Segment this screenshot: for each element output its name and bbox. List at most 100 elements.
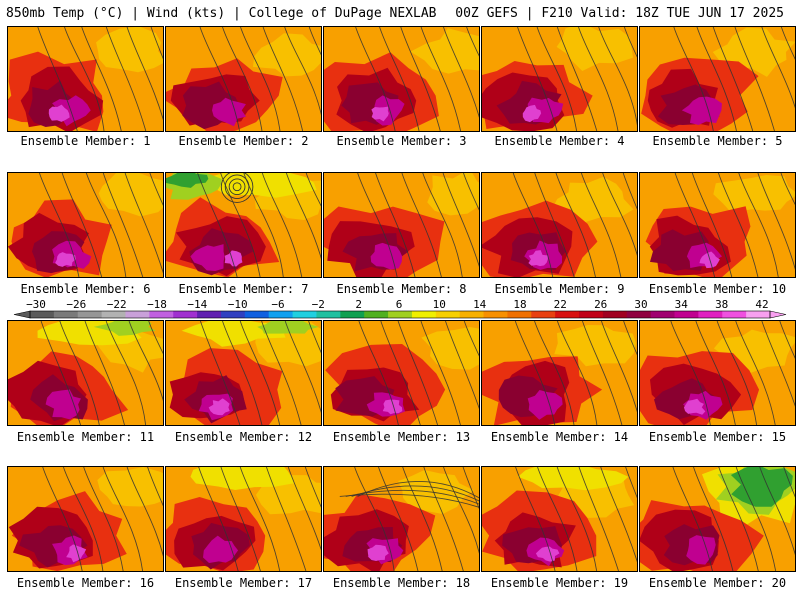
wind-contour: [220, 467, 261, 571]
wind-contour: [261, 173, 303, 277]
colorbar-swatch: [626, 311, 652, 318]
cold-region: [730, 467, 793, 507]
colorbar-tick-label: −30: [26, 298, 46, 311]
wind-contour: [673, 27, 714, 131]
wind-contour: [284, 321, 321, 413]
wind-contour: [578, 467, 619, 571]
temperature-colorbar: −30 −26 −22 −18 −14 −10 −6 −2 2 6 10 14 18 22 26 30 34 38…: [12, 298, 788, 322]
ensemble-member-map: [639, 320, 796, 426]
wind-contour: [622, 173, 637, 210]
cool-region: [517, 467, 629, 491]
colorbar-swatch: [197, 311, 222, 318]
wind-contour: [239, 467, 281, 571]
ensemble-member-map: [323, 26, 480, 132]
wind-contour: [761, 27, 795, 109]
temperature-field: [8, 173, 163, 277]
ensemble-member-map: [323, 320, 480, 426]
wind-contour: [623, 27, 637, 58]
extreme-heat-core: [190, 244, 225, 272]
wind-contour: [197, 173, 238, 277]
wind-contour: [285, 173, 321, 260]
wind-contour: [674, 173, 716, 277]
ensemble-member-map: [323, 466, 480, 572]
wind-contour: [463, 321, 479, 357]
wind-contour: [375, 173, 416, 277]
wind-contour: [126, 27, 163, 121]
wind-contour: [780, 27, 795, 60]
colorbar-tick-label: 6: [396, 298, 403, 311]
wind-contour: [534, 321, 575, 425]
wind-contour: [443, 467, 479, 554]
colorbar-swatch: [459, 311, 485, 318]
wind-contour: [308, 321, 321, 354]
wind-contour: [672, 467, 713, 571]
extreme-heat-peak: [66, 544, 87, 563]
wind-contour: [150, 27, 163, 60]
wind-contour: [220, 173, 261, 277]
colorbar-tick-label: 10: [433, 298, 446, 311]
ensemble-member-map: [165, 26, 322, 132]
wind-contour: [780, 173, 795, 206]
temperature-field: [324, 173, 479, 277]
wind-contour: [602, 173, 637, 256]
wind-contour: [423, 467, 464, 571]
wind-contour: [105, 321, 147, 425]
wind-contour: [400, 27, 441, 131]
ensemble-member-label: Ensemble Member: 11: [16, 430, 155, 444]
wind-contour: [582, 321, 623, 425]
wind-contour: [102, 467, 144, 571]
extreme-heat-region: [654, 378, 721, 420]
wind-contour: [61, 173, 103, 277]
ensemble-member-label: Ensemble Member: 19: [490, 576, 629, 590]
extreme-heat-peak: [535, 546, 560, 562]
wind-contour: [39, 173, 80, 277]
warm-region: [713, 175, 795, 213]
wind-contour: [757, 173, 795, 270]
colorbar-swatch: [173, 311, 198, 318]
colorbar-swatch: [101, 311, 126, 318]
colorbar-swatch: [220, 311, 246, 318]
ensemble-member-map: [323, 172, 480, 278]
wind-contour: [304, 467, 321, 508]
colorbar-swatch: [149, 311, 174, 318]
ensemble-member-map: [481, 172, 638, 278]
wind-contour: [402, 467, 443, 571]
wind-contour: [556, 27, 598, 131]
ensemble-member-map: [481, 320, 638, 426]
low-pressure-contour: [220, 173, 254, 203]
ensemble-member-label: Ensemble Member: 5: [652, 134, 783, 148]
wind-contour: [718, 467, 759, 571]
temperature-field: [640, 173, 795, 277]
extreme-heat-core: [681, 96, 722, 126]
colorbar-tick-label: 18: [513, 298, 526, 311]
colorbar-swatch: [30, 311, 55, 318]
colorbar-swatch: [77, 311, 103, 318]
extreme-heat-peak: [683, 398, 706, 415]
wind-contour: [445, 321, 479, 409]
wind-contour: [355, 27, 396, 131]
colorbar-tick-label: 30: [634, 298, 647, 311]
wind-contour: [37, 27, 78, 131]
colorbar-tick-label: 34: [675, 298, 689, 311]
wind-contour: [124, 173, 163, 274]
extreme-heat-core: [212, 97, 247, 127]
ensemble-member-label: Ensemble Member: 17: [174, 576, 313, 590]
extreme-heat-peak: [224, 250, 243, 267]
wind-contour: [696, 27, 737, 131]
wind-contour: [693, 467, 734, 571]
extreme-heat-peak: [367, 544, 389, 561]
wind-contour: [783, 467, 795, 498]
colorbar-swatch: [602, 311, 628, 318]
extreme-heat-core: [686, 535, 716, 565]
temperature-field: [640, 467, 795, 571]
colorbar-swatch: [411, 311, 437, 318]
wind-contour: [463, 173, 479, 211]
wind-contour: [85, 173, 127, 277]
header-title-left: 850mb Temp (°C) | Wind (kts) | College o…: [6, 6, 437, 21]
warm-region: [97, 467, 163, 507]
colorbar-swatch: [268, 311, 294, 318]
wind-contour: [305, 173, 321, 207]
wind-contour: [623, 321, 637, 356]
low-pressure-contour: [224, 174, 250, 199]
extreme-heat-peak: [528, 250, 549, 267]
